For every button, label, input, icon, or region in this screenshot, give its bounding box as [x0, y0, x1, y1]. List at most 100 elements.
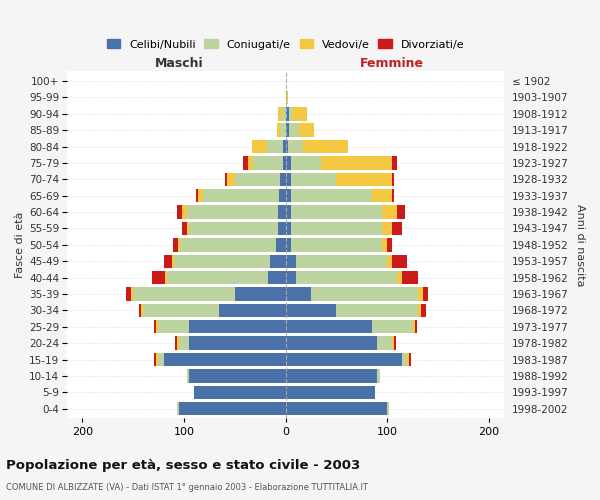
Bar: [413, 320, 415, 334]
Bar: [382, 206, 397, 219]
Bar: [421, 304, 426, 317]
Bar: [158, 320, 189, 334]
Bar: [337, 304, 418, 317]
Bar: [286, 222, 290, 235]
Bar: [290, 238, 382, 252]
Bar: [189, 222, 278, 235]
Y-axis label: Fasce di età: Fasce di età: [15, 212, 25, 278]
Bar: [235, 172, 280, 186]
Bar: [397, 206, 406, 219]
Bar: [283, 107, 286, 120]
Bar: [182, 206, 187, 219]
Bar: [286, 172, 290, 186]
Bar: [392, 189, 394, 202]
Bar: [167, 271, 268, 284]
Bar: [157, 353, 158, 366]
Bar: [172, 254, 174, 268]
Bar: [175, 336, 177, 350]
Bar: [392, 172, 394, 186]
Bar: [286, 254, 296, 268]
Bar: [286, 189, 290, 202]
Bar: [173, 238, 178, 252]
Bar: [131, 288, 133, 300]
Bar: [139, 304, 141, 317]
Bar: [387, 402, 389, 415]
Bar: [377, 369, 380, 382]
Bar: [187, 369, 189, 382]
Bar: [248, 156, 253, 170]
Bar: [286, 124, 289, 137]
Bar: [286, 336, 377, 350]
Bar: [290, 189, 372, 202]
Bar: [157, 320, 158, 334]
Bar: [277, 238, 286, 252]
Bar: [270, 254, 286, 268]
Bar: [290, 222, 382, 235]
Bar: [299, 124, 314, 137]
Bar: [141, 304, 143, 317]
Bar: [180, 238, 277, 252]
Bar: [286, 353, 403, 366]
Bar: [220, 304, 286, 317]
Bar: [158, 353, 164, 366]
Bar: [278, 107, 283, 120]
Bar: [387, 238, 392, 252]
Bar: [243, 156, 248, 170]
Bar: [290, 156, 321, 170]
Bar: [143, 304, 220, 317]
Bar: [164, 353, 286, 366]
Bar: [179, 336, 189, 350]
Text: COMUNE DI ALBIZZATE (VA) - Dati ISTAT 1° gennaio 2003 - Elaborazione TUTTITALIA.: COMUNE DI ALBIZZATE (VA) - Dati ISTAT 1°…: [6, 484, 368, 492]
Bar: [407, 353, 409, 366]
Bar: [280, 124, 286, 137]
Bar: [198, 189, 203, 202]
Bar: [280, 172, 286, 186]
Bar: [392, 222, 403, 235]
Bar: [337, 172, 392, 186]
Bar: [286, 156, 290, 170]
Bar: [187, 206, 278, 219]
Bar: [286, 304, 337, 317]
Bar: [126, 288, 131, 300]
Bar: [267, 140, 283, 153]
Y-axis label: Anni di nascita: Anni di nascita: [575, 204, 585, 286]
Bar: [415, 320, 416, 334]
Bar: [286, 107, 289, 120]
Bar: [164, 254, 172, 268]
Bar: [152, 271, 164, 284]
Bar: [296, 254, 387, 268]
Bar: [133, 288, 235, 300]
Text: Maschi: Maschi: [155, 56, 203, 70]
Bar: [187, 222, 189, 235]
Bar: [224, 172, 227, 186]
Bar: [397, 271, 403, 284]
Bar: [392, 156, 397, 170]
Bar: [174, 254, 270, 268]
Bar: [283, 140, 286, 153]
Bar: [286, 140, 287, 153]
Bar: [189, 320, 286, 334]
Bar: [409, 353, 412, 366]
Bar: [194, 386, 286, 399]
Bar: [290, 172, 337, 186]
Bar: [286, 288, 311, 300]
Bar: [372, 320, 413, 334]
Bar: [286, 369, 377, 382]
Bar: [387, 254, 392, 268]
Bar: [403, 353, 407, 366]
Bar: [292, 107, 307, 120]
Bar: [372, 189, 392, 202]
Bar: [418, 304, 421, 317]
Bar: [277, 124, 280, 137]
Bar: [177, 206, 182, 219]
Bar: [303, 140, 349, 153]
Bar: [289, 107, 292, 120]
Bar: [286, 271, 296, 284]
Bar: [179, 402, 286, 415]
Bar: [227, 172, 235, 186]
Bar: [177, 336, 179, 350]
Bar: [382, 222, 392, 235]
Bar: [377, 336, 392, 350]
Bar: [382, 238, 387, 252]
Bar: [268, 271, 286, 284]
